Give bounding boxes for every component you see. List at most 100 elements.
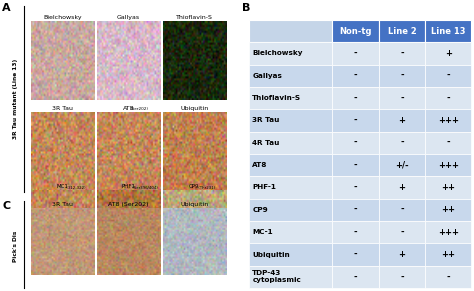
- Text: AT8 (Ser202): AT8 (Ser202): [109, 202, 149, 207]
- Bar: [425, 109, 472, 132]
- Text: +: +: [398, 250, 405, 259]
- Text: AT8: AT8: [123, 106, 135, 111]
- Text: -: -: [354, 250, 357, 259]
- Text: 3R Tau mutant (Line 13): 3R Tau mutant (Line 13): [13, 59, 18, 139]
- Text: C: C: [2, 201, 10, 211]
- Text: -: -: [354, 116, 357, 125]
- Bar: [425, 199, 472, 221]
- Bar: [379, 65, 425, 87]
- Bar: [379, 132, 425, 154]
- Text: Thioflavin-S: Thioflavin-S: [252, 95, 301, 101]
- Bar: [379, 243, 425, 266]
- Text: A: A: [2, 3, 11, 13]
- Text: -: -: [447, 94, 450, 103]
- Text: (Ser396/404): (Ser396/404): [131, 186, 158, 190]
- Text: PHF1: PHF1: [122, 184, 136, 189]
- Bar: [425, 266, 472, 288]
- Text: -: -: [400, 205, 404, 214]
- Bar: [249, 243, 332, 266]
- Text: Line 2: Line 2: [388, 27, 416, 36]
- Bar: [249, 199, 332, 221]
- Text: -: -: [447, 138, 450, 147]
- Bar: [332, 42, 379, 65]
- Text: -: -: [354, 228, 357, 237]
- Text: Bielchowsky: Bielchowsky: [44, 15, 82, 20]
- Bar: [332, 132, 379, 154]
- Text: -: -: [447, 71, 450, 80]
- Text: Ubiquitin: Ubiquitin: [181, 106, 209, 111]
- Bar: [249, 154, 332, 176]
- Text: AT8: AT8: [252, 162, 268, 168]
- Text: Gallyas: Gallyas: [117, 15, 140, 20]
- Text: PHF-1: PHF-1: [252, 184, 276, 191]
- Text: MC1: MC1: [57, 184, 69, 189]
- Text: Ubiquitin: Ubiquitin: [252, 251, 290, 258]
- Bar: [332, 176, 379, 199]
- Text: -: -: [354, 272, 357, 281]
- Text: +: +: [398, 183, 405, 192]
- Text: Pick's Dis: Pick's Dis: [13, 230, 18, 262]
- Text: Ubiquitin: Ubiquitin: [181, 202, 209, 207]
- Text: B: B: [242, 3, 250, 13]
- Text: Bielchowsky: Bielchowsky: [252, 50, 303, 56]
- Text: +: +: [398, 116, 405, 125]
- Bar: [425, 132, 472, 154]
- Bar: [249, 109, 332, 132]
- Text: MC-1: MC-1: [252, 229, 273, 235]
- Bar: [332, 154, 379, 176]
- Bar: [379, 154, 425, 176]
- Text: -: -: [400, 272, 404, 281]
- Text: -: -: [354, 138, 357, 147]
- Text: -: -: [400, 138, 404, 147]
- Text: -: -: [400, 49, 404, 58]
- Text: +: +: [445, 49, 452, 58]
- Bar: [249, 87, 332, 109]
- Bar: [332, 221, 379, 243]
- Text: CP9: CP9: [252, 207, 268, 213]
- Text: -: -: [400, 94, 404, 103]
- Text: -: -: [354, 94, 357, 103]
- Text: -: -: [400, 71, 404, 80]
- Text: (Thr231): (Thr231): [197, 186, 215, 190]
- Bar: [425, 221, 472, 243]
- Bar: [379, 42, 425, 65]
- Text: +/-: +/-: [395, 161, 409, 170]
- Bar: [379, 176, 425, 199]
- Text: ++: ++: [441, 205, 455, 214]
- Text: +++: +++: [438, 161, 459, 170]
- Bar: [332, 87, 379, 109]
- Bar: [249, 221, 332, 243]
- Bar: [425, 243, 472, 266]
- Bar: [249, 132, 332, 154]
- Text: Gallyas: Gallyas: [252, 73, 282, 79]
- Text: 3R Tau: 3R Tau: [52, 202, 73, 207]
- Bar: [379, 221, 425, 243]
- Text: -: -: [400, 228, 404, 237]
- Text: Thioflavin-S: Thioflavin-S: [176, 15, 213, 20]
- Text: -: -: [354, 161, 357, 170]
- Text: ++: ++: [441, 250, 455, 259]
- Bar: [332, 20, 379, 42]
- Bar: [425, 20, 472, 42]
- Bar: [332, 243, 379, 266]
- Text: -: -: [354, 183, 357, 192]
- Bar: [425, 65, 472, 87]
- Text: +++: +++: [438, 116, 459, 125]
- Bar: [249, 20, 332, 42]
- Bar: [425, 87, 472, 109]
- Text: Line 13: Line 13: [431, 27, 465, 36]
- Text: (312-322): (312-322): [65, 186, 86, 190]
- Bar: [332, 266, 379, 288]
- Text: 3R Tau: 3R Tau: [252, 118, 280, 123]
- Text: TDP-43
cytoplasmic: TDP-43 cytoplasmic: [252, 270, 301, 283]
- Bar: [425, 154, 472, 176]
- Bar: [249, 176, 332, 199]
- Text: Non-tg: Non-tg: [339, 27, 372, 36]
- Bar: [249, 266, 332, 288]
- Text: ++: ++: [441, 183, 455, 192]
- Text: 3R Tau: 3R Tau: [52, 106, 73, 111]
- Bar: [379, 266, 425, 288]
- Text: -: -: [354, 49, 357, 58]
- Text: (Ser202): (Ser202): [131, 107, 149, 111]
- Bar: [332, 65, 379, 87]
